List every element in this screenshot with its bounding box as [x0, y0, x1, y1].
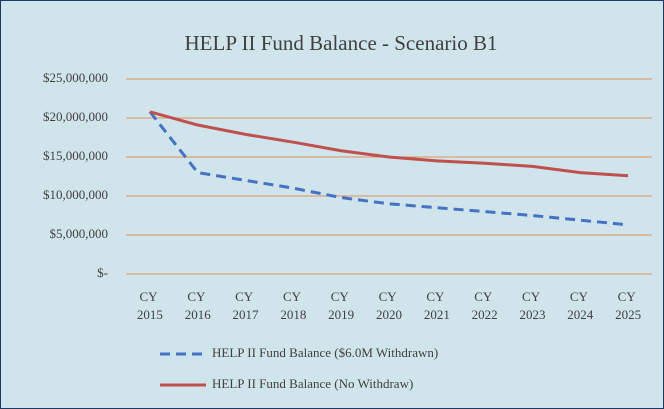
- x-tick-label: CY 2024: [567, 289, 594, 322]
- x-tick-label: CY 2025: [615, 289, 641, 322]
- x-tick-label: CY 2020: [376, 289, 402, 322]
- x-tick-label: CY 2018: [280, 289, 306, 322]
- y-tick-label: $-: [97, 265, 108, 280]
- series-line: [149, 110, 629, 178]
- x-tick-label: CY 2019: [328, 289, 354, 322]
- y-tick-label: $5,000,000: [50, 226, 109, 241]
- y-tick-label: $15,000,000: [43, 148, 108, 163]
- y-tick-label: $20,000,000: [43, 109, 108, 124]
- y-tick-label: $10,000,000: [43, 187, 108, 202]
- x-tick-label: CY 2022: [472, 289, 498, 322]
- x-tick-label: CY 2016: [185, 289, 212, 322]
- y-tick-label: $25,000,000: [43, 70, 108, 85]
- chart-title: HELP II Fund Balance - Scenario B1: [185, 31, 498, 55]
- x-tick-label: CY 2015: [137, 289, 163, 322]
- legend-label: HELP II Fund Balance ($6.0M Withdrawn): [212, 345, 438, 360]
- x-tick-label: CY 2017: [233, 289, 260, 322]
- legend-label: HELP II Fund Balance (No Withdraw): [212, 376, 413, 391]
- x-tick-label: CY 2023: [519, 289, 545, 322]
- x-tick-label: CY 2021: [424, 289, 450, 322]
